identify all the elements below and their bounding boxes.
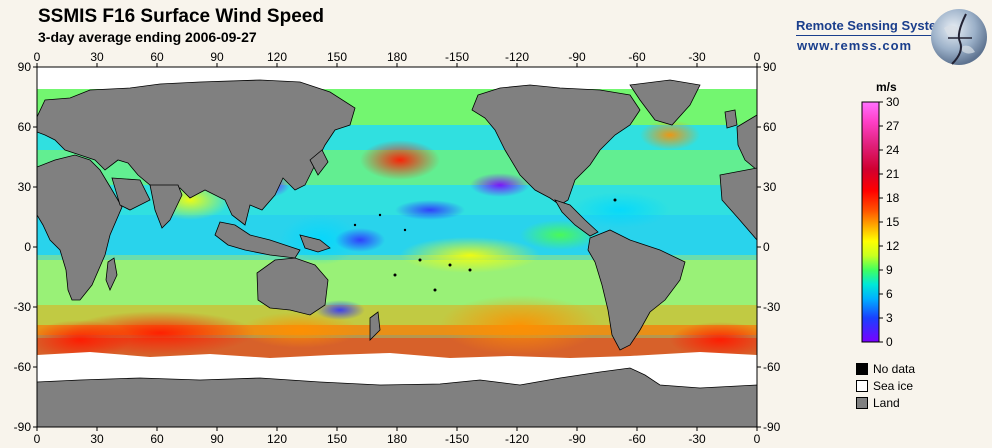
lon-label-top: 30 xyxy=(90,50,104,64)
lon-label-bottom: 0 xyxy=(754,432,761,446)
map-title: SSMIS F16 Surface Wind Speed xyxy=(38,6,324,27)
lon-label-top: 0 xyxy=(34,50,41,64)
legend-sea-ice: Sea ice xyxy=(856,379,913,393)
colorbar-tick-label: 18 xyxy=(886,191,900,205)
legend-land-label: Land xyxy=(873,396,900,410)
lon-label-bottom: 0 xyxy=(34,432,41,446)
colorbar-tick-label: 21 xyxy=(886,167,900,181)
globe-logo-icon xyxy=(931,9,987,65)
lat-label-right: -60 xyxy=(763,360,781,374)
lat-label-left: 60 xyxy=(18,120,32,134)
colorbar xyxy=(861,101,880,343)
colorbar-tick-label: 30 xyxy=(886,95,900,109)
lat-label-right: 30 xyxy=(763,180,777,194)
org-url[interactable]: www.remss.com xyxy=(797,38,913,53)
legend-sea-ice-swatch xyxy=(856,380,868,392)
land-masses xyxy=(37,79,757,427)
org-underline xyxy=(796,35,946,36)
lon-label-bottom: 150 xyxy=(327,432,347,446)
lon-label-bottom: -90 xyxy=(568,432,586,446)
map-subtitle: 3-day average ending 2006-09-27 xyxy=(38,29,257,45)
lon-label-top: 90 xyxy=(210,50,224,64)
lat-label-right: 60 xyxy=(763,120,777,134)
colorbar-tick-label: 6 xyxy=(886,287,893,301)
lon-label-top: 120 xyxy=(267,50,287,64)
lat-label-right: -90 xyxy=(763,420,781,434)
org-name: Remote Sensing Systems xyxy=(796,18,955,33)
lon-label-top: -30 xyxy=(688,50,706,64)
lon-label-bottom: -60 xyxy=(628,432,646,446)
lat-label-right: -30 xyxy=(763,300,781,314)
colorbar-tick-label: 9 xyxy=(886,263,893,277)
lon-label-bottom: -30 xyxy=(688,432,706,446)
lon-label-bottom: -150 xyxy=(445,432,469,446)
map-axes: 0 30 60 90 120 150 180 -150 -120 -90 -60 -30 0 0 30 60 9… xyxy=(14,50,781,446)
colorbar-tick-label: 15 xyxy=(886,215,900,229)
legend-land: Land xyxy=(856,396,900,410)
lon-label-top: 150 xyxy=(327,50,347,64)
colorbar-tick-label: 3 xyxy=(886,311,893,325)
colorbar-tick-label: 24 xyxy=(886,143,900,157)
lat-label-left: -90 xyxy=(14,420,32,434)
lat-label-left: -60 xyxy=(14,360,32,374)
lat-label-right: 90 xyxy=(763,60,777,74)
colorbar-tick-label: 12 xyxy=(886,239,900,253)
lat-label-left: 30 xyxy=(18,180,32,194)
colorbar-tick-label: 27 xyxy=(886,119,900,133)
lat-label-left: 90 xyxy=(18,60,32,74)
lat-label-right: 0 xyxy=(763,240,770,254)
colorbar-unit: m/s xyxy=(876,80,897,94)
legend-land-swatch xyxy=(856,397,868,409)
legend-no-data-label: No data xyxy=(873,362,916,376)
lon-label-top: -150 xyxy=(445,50,469,64)
legend-no-data-swatch xyxy=(856,363,868,375)
lon-label-top: -120 xyxy=(505,50,529,64)
lon-label-top: -90 xyxy=(568,50,586,64)
lon-label-top: 180 xyxy=(387,50,407,64)
lon-label-bottom: -120 xyxy=(505,432,529,446)
lon-label-bottom: 180 xyxy=(387,432,407,446)
legend-sea-ice-label: Sea ice xyxy=(873,379,914,393)
lon-label-top: 60 xyxy=(150,50,164,64)
lon-label-top: -60 xyxy=(628,50,646,64)
lon-label-bottom: 120 xyxy=(267,432,287,446)
colorbar-tick-label: 0 xyxy=(886,335,893,349)
lat-label-left: 0 xyxy=(24,240,31,254)
lon-label-bottom: 60 xyxy=(150,432,164,446)
legend-no-data: No data xyxy=(856,362,915,376)
lat-label-left: -30 xyxy=(14,300,32,314)
lon-label-bottom: 30 xyxy=(90,432,104,446)
islands xyxy=(353,198,617,292)
lon-label-bottom: 90 xyxy=(210,432,224,446)
lon-label-top: 0 xyxy=(754,50,761,64)
